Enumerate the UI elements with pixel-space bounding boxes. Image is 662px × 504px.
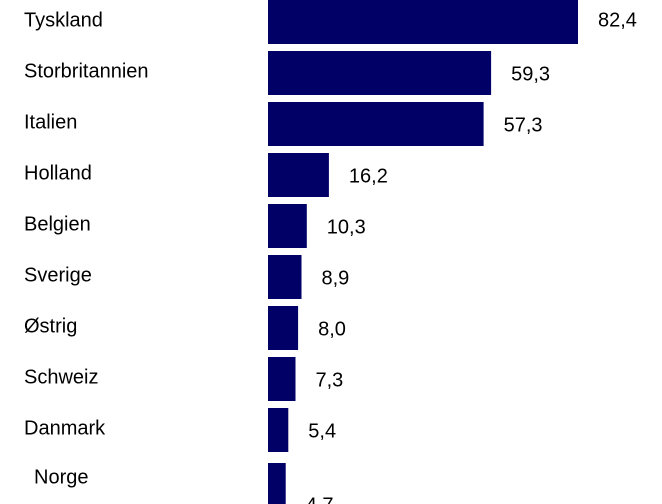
value-label-italien: 57,3 [504,114,543,136]
value-label-sverige: 8,9 [322,267,350,289]
category-label-tyskland: Tyskland [24,9,103,31]
category-label-holland: Holland [24,162,92,184]
bar-schweiz [268,357,296,401]
bar-tyskland [268,0,578,44]
bar-sverige [268,255,302,299]
category-label-ostrig: Østrig [24,315,77,337]
category-label-norge: Norge [34,466,88,488]
category-label-belgien: Belgien [24,213,91,235]
value-label-tyskland: 82,4 [598,9,637,31]
value-label-belgien: 10,3 [327,216,366,238]
bar-italien [268,102,484,146]
category-label-schweiz: Schweiz [24,366,98,388]
bar-holland [268,153,329,197]
value-label-danmark: 5,4 [308,420,336,442]
bar-danmark [268,408,289,452]
category-labels-group: Tyskland Storbritannien Italien Holland Belg… [24,9,149,488]
category-label-danmark: Danmark [24,417,106,439]
value-labels-group: 82,4 59,3 57,3 16,2 10,3 8,9 8,0 7,3 5,4 4,7 [306,9,637,504]
value-label-holland: 16,2 [349,165,388,187]
value-label-norge: 4,7 [306,494,334,504]
bar-belgien [268,204,307,248]
bar-norge [268,463,286,504]
category-label-storbritannien: Storbritannien [24,60,149,82]
bar-ostrig [268,306,299,350]
bar-storbritannien [268,51,492,95]
bars-group [268,0,578,504]
value-label-schweiz: 7,3 [316,369,344,391]
category-label-italien: Italien [24,111,77,133]
value-label-storbritannien: 59,3 [511,63,550,85]
category-label-sverige: Sverige [24,264,92,286]
value-label-ostrig: 8,0 [318,318,346,340]
